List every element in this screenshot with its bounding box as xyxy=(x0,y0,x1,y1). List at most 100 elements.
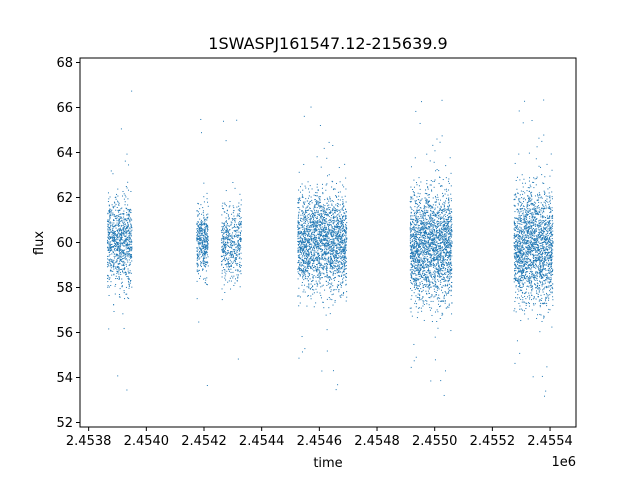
data-point xyxy=(129,282,131,284)
data-point xyxy=(303,262,305,264)
data-point xyxy=(344,252,346,254)
data-point xyxy=(236,226,238,228)
data-point xyxy=(234,235,236,237)
data-point xyxy=(343,264,345,266)
data-point xyxy=(431,243,433,245)
data-point xyxy=(303,229,305,231)
data-point xyxy=(235,231,237,233)
data-point xyxy=(130,232,132,234)
data-point xyxy=(339,223,341,225)
data-point xyxy=(325,247,327,249)
data-point xyxy=(108,231,110,233)
data-point xyxy=(223,228,225,230)
data-point xyxy=(332,227,334,229)
data-point xyxy=(200,228,202,230)
data-point xyxy=(302,212,304,214)
data-point xyxy=(227,281,229,283)
data-point xyxy=(446,219,448,221)
data-point xyxy=(238,243,240,245)
data-point xyxy=(416,219,418,221)
data-point xyxy=(317,228,319,230)
data-point xyxy=(223,243,225,245)
data-point xyxy=(305,238,307,240)
data-point xyxy=(224,255,226,257)
data-point xyxy=(320,238,322,240)
data-point xyxy=(311,224,313,226)
data-point xyxy=(127,243,129,245)
data-point xyxy=(330,265,332,267)
data-point xyxy=(301,237,303,239)
data-point xyxy=(433,214,435,216)
data-point xyxy=(345,232,347,234)
data-point xyxy=(301,226,303,228)
data-point xyxy=(424,206,426,208)
data-point xyxy=(307,295,309,297)
data-point xyxy=(115,254,117,256)
data-point xyxy=(336,246,338,248)
data-point xyxy=(319,230,321,232)
data-point xyxy=(116,193,118,195)
data-point xyxy=(332,274,334,276)
data-point xyxy=(338,253,340,255)
data-point xyxy=(321,206,323,208)
data-point xyxy=(335,231,337,233)
data-point xyxy=(310,235,312,237)
data-point xyxy=(299,257,301,259)
data-point xyxy=(301,240,303,242)
data-point xyxy=(202,210,204,212)
data-point xyxy=(329,197,331,199)
data-point xyxy=(233,235,235,237)
data-point xyxy=(312,218,314,220)
data-point xyxy=(446,241,448,243)
data-point xyxy=(331,250,333,252)
data-point xyxy=(221,299,223,301)
data-point xyxy=(314,255,316,257)
data-point xyxy=(302,206,304,208)
data-point xyxy=(207,256,209,258)
data-point xyxy=(312,226,314,228)
data-point xyxy=(321,221,322,223)
data-point xyxy=(323,219,325,221)
data-point xyxy=(203,201,205,203)
data-point xyxy=(317,284,319,286)
data-point xyxy=(116,249,118,251)
data-point xyxy=(307,229,309,231)
data-point xyxy=(330,221,332,223)
data-point xyxy=(337,258,339,260)
data-point xyxy=(107,275,109,277)
data-point xyxy=(336,182,337,184)
data-point xyxy=(316,195,318,197)
data-point xyxy=(202,268,204,270)
data-point xyxy=(109,243,111,245)
data-point xyxy=(299,269,301,271)
data-point xyxy=(313,242,315,244)
data-point xyxy=(228,263,230,265)
data-point xyxy=(319,199,321,201)
data-point xyxy=(225,264,227,266)
data-point xyxy=(327,239,329,241)
data-point xyxy=(113,259,115,261)
data-point xyxy=(108,251,110,253)
data-point xyxy=(417,293,419,295)
data-point xyxy=(340,240,342,242)
data-point xyxy=(325,242,327,244)
data-point xyxy=(307,239,309,241)
data-point xyxy=(304,245,306,247)
data-point xyxy=(116,238,118,240)
data-point xyxy=(118,219,120,221)
data-point xyxy=(447,244,449,246)
data-point xyxy=(111,249,113,251)
data-point xyxy=(415,227,417,229)
data-point xyxy=(323,272,325,274)
data-point xyxy=(313,220,315,222)
data-point xyxy=(202,252,204,254)
data-point xyxy=(297,295,299,297)
data-point xyxy=(325,258,327,260)
data-point xyxy=(304,235,306,237)
data-point xyxy=(124,241,126,243)
data-point xyxy=(226,232,228,234)
data-point xyxy=(328,307,330,309)
data-point xyxy=(448,227,450,229)
data-point xyxy=(128,241,130,243)
data-point xyxy=(332,216,334,218)
